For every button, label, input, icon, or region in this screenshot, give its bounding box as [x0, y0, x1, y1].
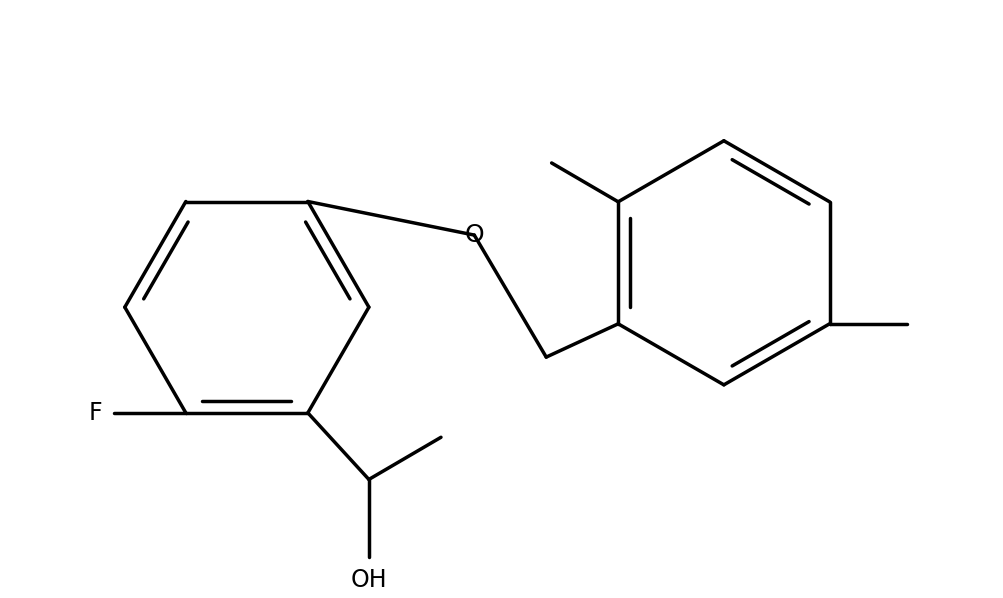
Text: O: O [464, 223, 483, 247]
Text: OH: OH [350, 568, 387, 592]
Text: F: F [89, 401, 102, 425]
